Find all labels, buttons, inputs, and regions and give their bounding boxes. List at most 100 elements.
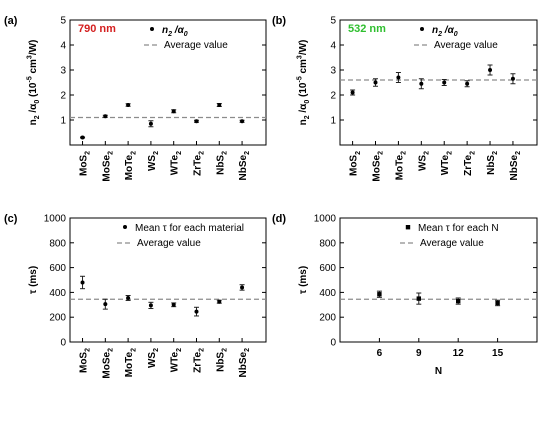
y-tick-label: 4	[60, 41, 66, 52]
y-tick-label: 0	[60, 338, 66, 349]
legend-marker	[405, 225, 411, 230]
data-point	[217, 299, 222, 304]
data-point	[442, 80, 447, 85]
legend-average-label: Average value	[420, 238, 484, 249]
legend-marker	[420, 27, 424, 31]
wavelength-label: 532 nm	[348, 23, 386, 35]
data-point	[416, 296, 421, 301]
y-tick-label: 200	[319, 313, 336, 324]
data-point	[126, 103, 131, 107]
y-tick-label: 4	[330, 41, 336, 52]
data-point	[171, 109, 176, 114]
y-axis-label: τ (ms)	[298, 266, 309, 294]
y-axis-label: n2 /α0 (10-5 cm3/W)	[297, 40, 312, 126]
data-point	[350, 90, 355, 95]
chart-panel-3: (c) 0 200 400 600 800 1000 τ (ms) MoS2 MoSe2 MoTe2…	[4, 213, 267, 379]
data-point	[465, 81, 470, 86]
chart-panel-1: (a) 790 nm 1 2 3 4 5 n2 /α0 (10-5 cm3/W) MoS2 MoS…	[4, 15, 267, 182]
data-point	[194, 309, 199, 314]
x-tick-label: ZrTe2	[463, 151, 476, 176]
data-point	[377, 292, 382, 297]
y-tick-label: 3	[330, 66, 336, 77]
data-point	[80, 280, 85, 285]
y-axis-label: n2 /α0 (10-5 cm3/W)	[27, 40, 42, 126]
y-tick-label: 200	[49, 313, 66, 324]
y-tick-label: 5	[330, 16, 336, 27]
y-tick-label: 5	[60, 16, 66, 27]
legend-average-label: Average value	[137, 238, 201, 249]
data-point	[194, 119, 199, 124]
y-tick-label: 800	[319, 238, 336, 249]
x-tick-label: MoSe2	[101, 348, 114, 379]
data-point	[456, 298, 461, 304]
data-point	[240, 119, 245, 124]
data-point	[148, 303, 153, 308]
x-tick-label: 15	[492, 348, 504, 359]
data-point	[510, 76, 515, 81]
y-tick-label: 600	[49, 263, 66, 274]
legend-marker	[150, 27, 154, 31]
x-tick-label: MoS2	[349, 151, 362, 176]
y-axis-label: τ (ms)	[28, 266, 39, 294]
x-tick-label: ZrTe2	[192, 151, 205, 176]
x-tick-label: WTe2	[440, 151, 453, 175]
data-point	[126, 295, 131, 300]
data-point	[103, 302, 108, 307]
y-tick-label: 1000	[314, 214, 337, 225]
x-tick-label: MoSe2	[372, 151, 385, 182]
data-point	[171, 302, 176, 307]
x-tick-label: WS2	[147, 151, 160, 171]
x-tick-label: MoS2	[79, 348, 92, 373]
x-tick-label: 9	[416, 348, 422, 359]
x-tick-label: WTe2	[170, 348, 183, 372]
x-tick-label: WTe2	[170, 151, 183, 175]
y-tick-label: 1	[60, 116, 66, 127]
x-axis-label: N	[435, 366, 442, 377]
y-tick-label: 400	[319, 288, 336, 299]
x-tick-label: NbS2	[215, 151, 228, 175]
data-point	[373, 80, 378, 85]
data-point	[80, 135, 85, 140]
panel-label: (b)	[272, 15, 286, 27]
x-tick-label: WS2	[147, 348, 160, 368]
y-tick-label: 2	[60, 91, 66, 102]
x-tick-label: 12	[453, 348, 465, 359]
y-tick-label: 400	[49, 288, 66, 299]
legend-marker	[123, 225, 127, 229]
y-tick-label: 1000	[44, 214, 67, 225]
plot-frame	[69, 19, 267, 146]
plot-frame	[339, 217, 538, 343]
x-tick-label: MoTe2	[394, 151, 407, 180]
legend-average-label: Average value	[164, 40, 228, 51]
wavelength-label: 790 nm	[78, 23, 116, 35]
y-tick-label: 1	[330, 116, 336, 127]
data-point	[103, 114, 108, 119]
x-tick-label: ZrTe2	[192, 348, 205, 373]
legend-series-label: n2 /α0	[432, 25, 458, 38]
data-point	[419, 81, 424, 86]
y-tick-label: 800	[49, 238, 66, 249]
plot-frame	[339, 19, 538, 146]
chart-panel-4: (d) 0 200 400 600 800 1000 τ (ms) 6 9 12 15 N Mean τ …	[272, 213, 538, 377]
legend-average-label: Average value	[434, 40, 498, 51]
panel-label: (a)	[4, 15, 18, 27]
x-tick-label: NbS2	[486, 151, 499, 175]
x-tick-label: MoTe2	[124, 348, 137, 377]
legend-series-label: n2 /α0	[162, 25, 188, 38]
x-tick-label: 6	[377, 348, 383, 359]
data-point	[240, 285, 245, 290]
x-tick-label: MoS2	[79, 151, 92, 176]
y-tick-label: 0	[330, 338, 336, 349]
data-point	[396, 75, 401, 80]
data-point	[217, 103, 222, 107]
x-tick-label: MoSe2	[101, 151, 114, 182]
x-tick-label: NbSe2	[509, 151, 522, 181]
panel-label: (c)	[4, 213, 18, 225]
panel-label: (d)	[272, 213, 286, 225]
y-tick-label: 3	[60, 66, 66, 77]
chart-panel-2: (b) 532 nm 1 2 3 4 5 n2 /α0 (10-5 cm3/W) MoS2 MoS…	[272, 15, 538, 182]
plot-frame	[69, 217, 267, 343]
y-tick-label: 2	[330, 91, 336, 102]
x-tick-label: WS2	[417, 151, 430, 171]
